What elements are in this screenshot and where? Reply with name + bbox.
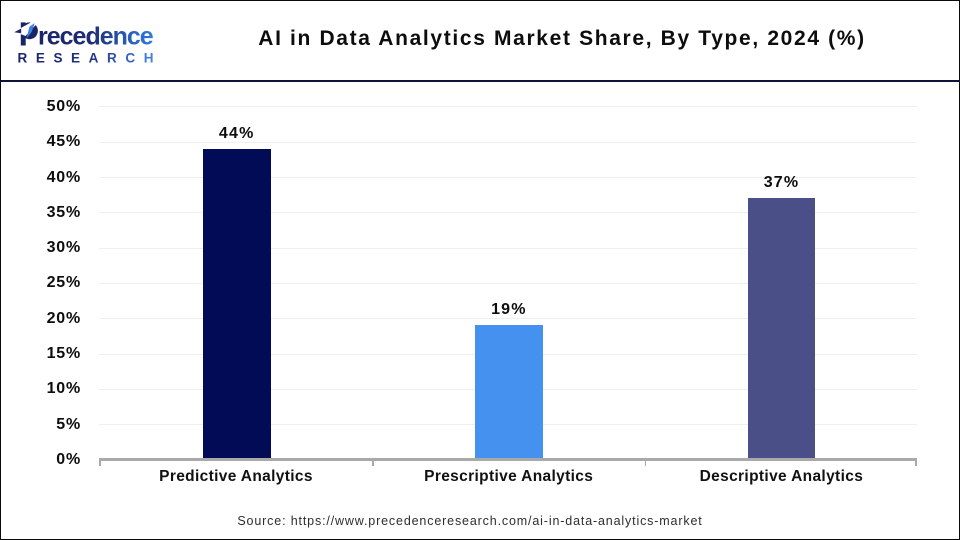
svg-text:RESEARCH: RESEARCH	[18, 51, 163, 66]
svg-text:recedence: recedence	[38, 23, 154, 51]
